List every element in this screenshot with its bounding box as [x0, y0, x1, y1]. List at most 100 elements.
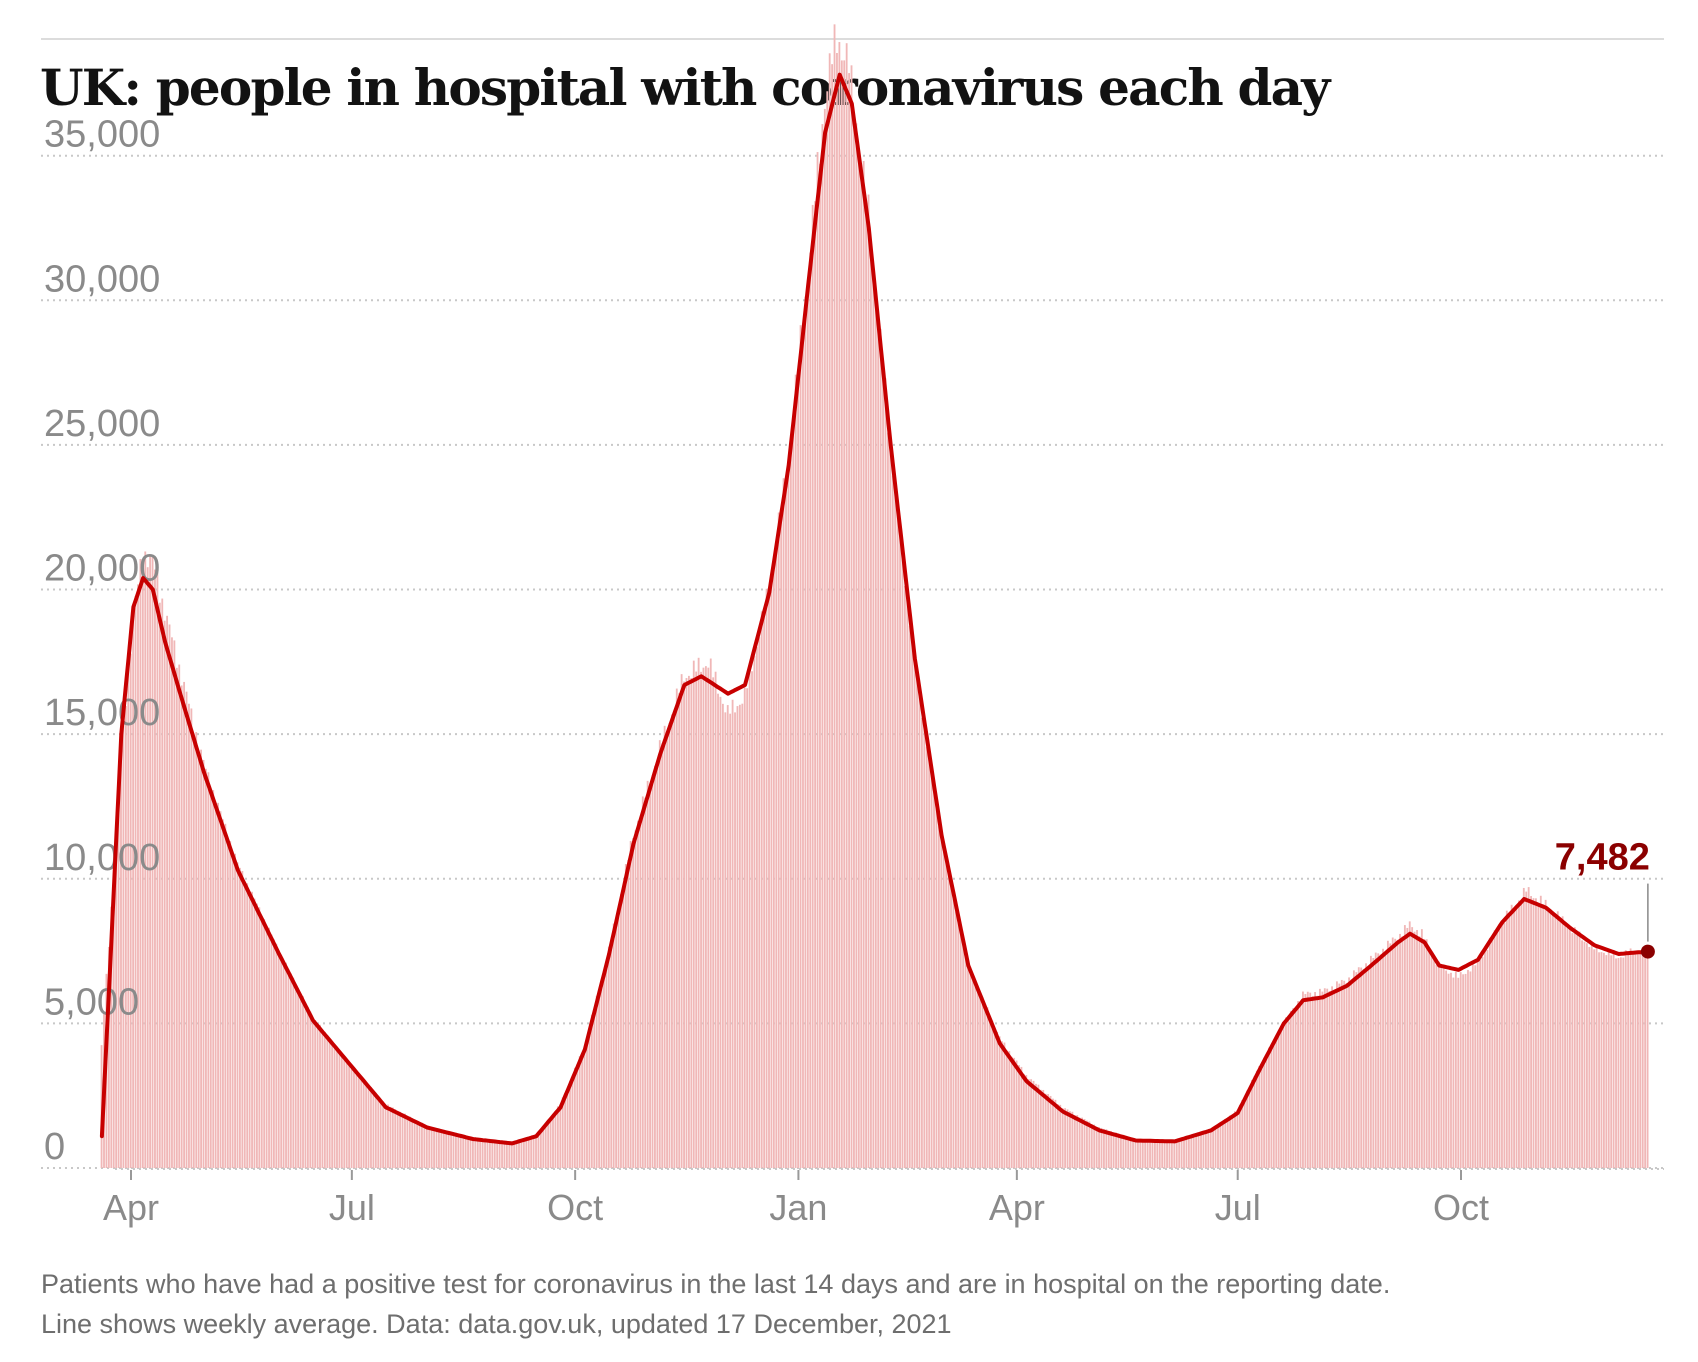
daily-bar [1001, 1041, 1003, 1168]
daily-bar [680, 674, 683, 1168]
daily-bar [272, 939, 275, 1168]
daily-bar [234, 853, 236, 1168]
daily-bar [913, 654, 916, 1168]
daily-bar [1032, 1080, 1035, 1168]
daily-bar [438, 1128, 440, 1168]
daily-bar [1530, 896, 1532, 1168]
daily-bar [1166, 1139, 1168, 1168]
daily-bar [1336, 981, 1338, 1168]
daily-bar [753, 655, 756, 1168]
daily-bar [1447, 973, 1450, 1168]
daily-bar [1258, 1066, 1261, 1168]
daily-bar [544, 1122, 547, 1168]
daily-bar [901, 541, 904, 1168]
daily-bar [1093, 1124, 1096, 1168]
daily-bar [547, 1120, 550, 1168]
daily-bar [168, 624, 171, 1168]
daily-bar [260, 920, 263, 1168]
daily-bar [1513, 908, 1516, 1168]
daily-bar [297, 988, 300, 1168]
x-tick-label: Apr [103, 1187, 159, 1228]
daily-bar [280, 954, 283, 1168]
daily-bar [212, 790, 215, 1168]
daily-bar [488, 1139, 491, 1168]
daily-bar [1372, 957, 1375, 1168]
daily-bar [1389, 943, 1392, 1168]
daily-bar [1423, 938, 1426, 1168]
daily-bar [1013, 1057, 1016, 1168]
daily-bar [1304, 994, 1307, 1168]
daily-bar [151, 554, 154, 1168]
daily-bar [610, 940, 613, 1168]
daily-bar [787, 461, 790, 1168]
daily-bar [729, 713, 732, 1168]
daily-bar [1552, 912, 1554, 1168]
daily-bar [224, 823, 227, 1168]
daily-bar [1285, 1017, 1287, 1168]
daily-bar [850, 65, 853, 1168]
daily-bar [1467, 969, 1469, 1168]
daily-bar [1078, 1117, 1081, 1168]
daily-bar [1496, 931, 1499, 1168]
daily-bar [370, 1086, 372, 1168]
daily-bar [311, 1020, 314, 1168]
daily-bar [1585, 943, 1588, 1168]
daily-bar [770, 575, 773, 1168]
daily-bar [760, 611, 763, 1168]
y-tick-label: 25,000 [44, 403, 160, 445]
daily-bar [445, 1130, 448, 1168]
daily-bar [1049, 1095, 1052, 1168]
daily-bar [845, 43, 848, 1168]
daily-bar [933, 788, 935, 1168]
y-tick-label: 10,000 [44, 837, 160, 879]
daily-bar [314, 1019, 317, 1168]
daily-bar [673, 711, 676, 1168]
daily-bar [736, 706, 739, 1168]
daily-bar [1484, 950, 1486, 1168]
daily-bar [357, 1073, 360, 1168]
daily-bar [1619, 957, 1622, 1168]
daily-bar [991, 1020, 994, 1168]
daily-bar [1272, 1039, 1275, 1168]
daily-bar [549, 1117, 552, 1168]
daily-bar [323, 1031, 326, 1168]
daily-bar [887, 432, 889, 1168]
daily-bar [1515, 905, 1518, 1168]
daily-bar [1416, 929, 1418, 1168]
daily-bar [1134, 1138, 1137, 1168]
daily-bar [782, 478, 785, 1168]
daily-bar [1559, 919, 1562, 1168]
daily-bar [1508, 913, 1511, 1168]
daily-bar [1263, 1057, 1266, 1168]
daily-bar [1525, 891, 1528, 1168]
daily-bar [797, 368, 800, 1168]
daily-bar [1600, 952, 1603, 1168]
daily-bar [758, 637, 761, 1168]
daily-bar [1158, 1140, 1161, 1168]
daily-bar [1505, 910, 1508, 1168]
daily-bar [462, 1135, 465, 1168]
daily-bar [709, 658, 712, 1168]
daily-bar [586, 1037, 588, 1168]
daily-bar [321, 1029, 324, 1168]
daily-bar [617, 907, 620, 1168]
daily-bar [819, 163, 821, 1168]
daily-bar [1037, 1084, 1040, 1168]
daily-bar [870, 255, 872, 1169]
daily-bar [1433, 956, 1435, 1168]
daily-bar [1440, 967, 1443, 1168]
daily-bar [717, 693, 719, 1168]
gridlines [41, 154, 1664, 1169]
daily-bar [1200, 1132, 1202, 1168]
daily-bar [1149, 1139, 1151, 1168]
daily-bar [1214, 1127, 1217, 1168]
daily-bar [1464, 973, 1467, 1168]
daily-bar [637, 820, 639, 1168]
daily-bar [190, 708, 193, 1168]
daily-bar [833, 24, 836, 1168]
daily-bar [178, 664, 181, 1168]
daily-bar [1146, 1140, 1149, 1168]
daily-bar [1493, 930, 1496, 1168]
daily-bar [302, 996, 304, 1168]
daily-bar [1481, 956, 1484, 1168]
